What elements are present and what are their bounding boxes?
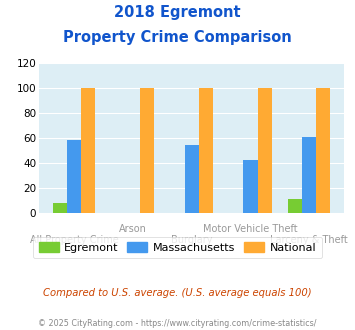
Text: Larceny & Theft: Larceny & Theft: [271, 235, 348, 246]
Text: Compared to U.S. average. (U.S. average equals 100): Compared to U.S. average. (U.S. average …: [43, 288, 312, 298]
Text: © 2025 CityRating.com - https://www.cityrating.com/crime-statistics/: © 2025 CityRating.com - https://www.city…: [38, 319, 317, 328]
Text: Arson: Arson: [119, 224, 147, 234]
Text: All Property Crime: All Property Crime: [30, 235, 119, 246]
Text: Property Crime Comparison: Property Crime Comparison: [63, 30, 292, 45]
Text: 2018 Egremont: 2018 Egremont: [114, 5, 241, 20]
Bar: [199, 88, 213, 213]
Bar: [316, 88, 331, 213]
Text: Burglary: Burglary: [171, 235, 212, 246]
Bar: [67, 140, 81, 213]
Bar: [244, 160, 258, 213]
Bar: [258, 88, 272, 213]
Bar: [81, 88, 95, 213]
Bar: [185, 145, 199, 213]
Legend: Egremont, Massachusetts, National: Egremont, Massachusetts, National: [33, 237, 322, 258]
Bar: [288, 199, 302, 213]
Bar: [140, 88, 154, 213]
Bar: [302, 137, 316, 213]
Bar: [53, 203, 67, 213]
Text: Motor Vehicle Theft: Motor Vehicle Theft: [203, 224, 298, 234]
